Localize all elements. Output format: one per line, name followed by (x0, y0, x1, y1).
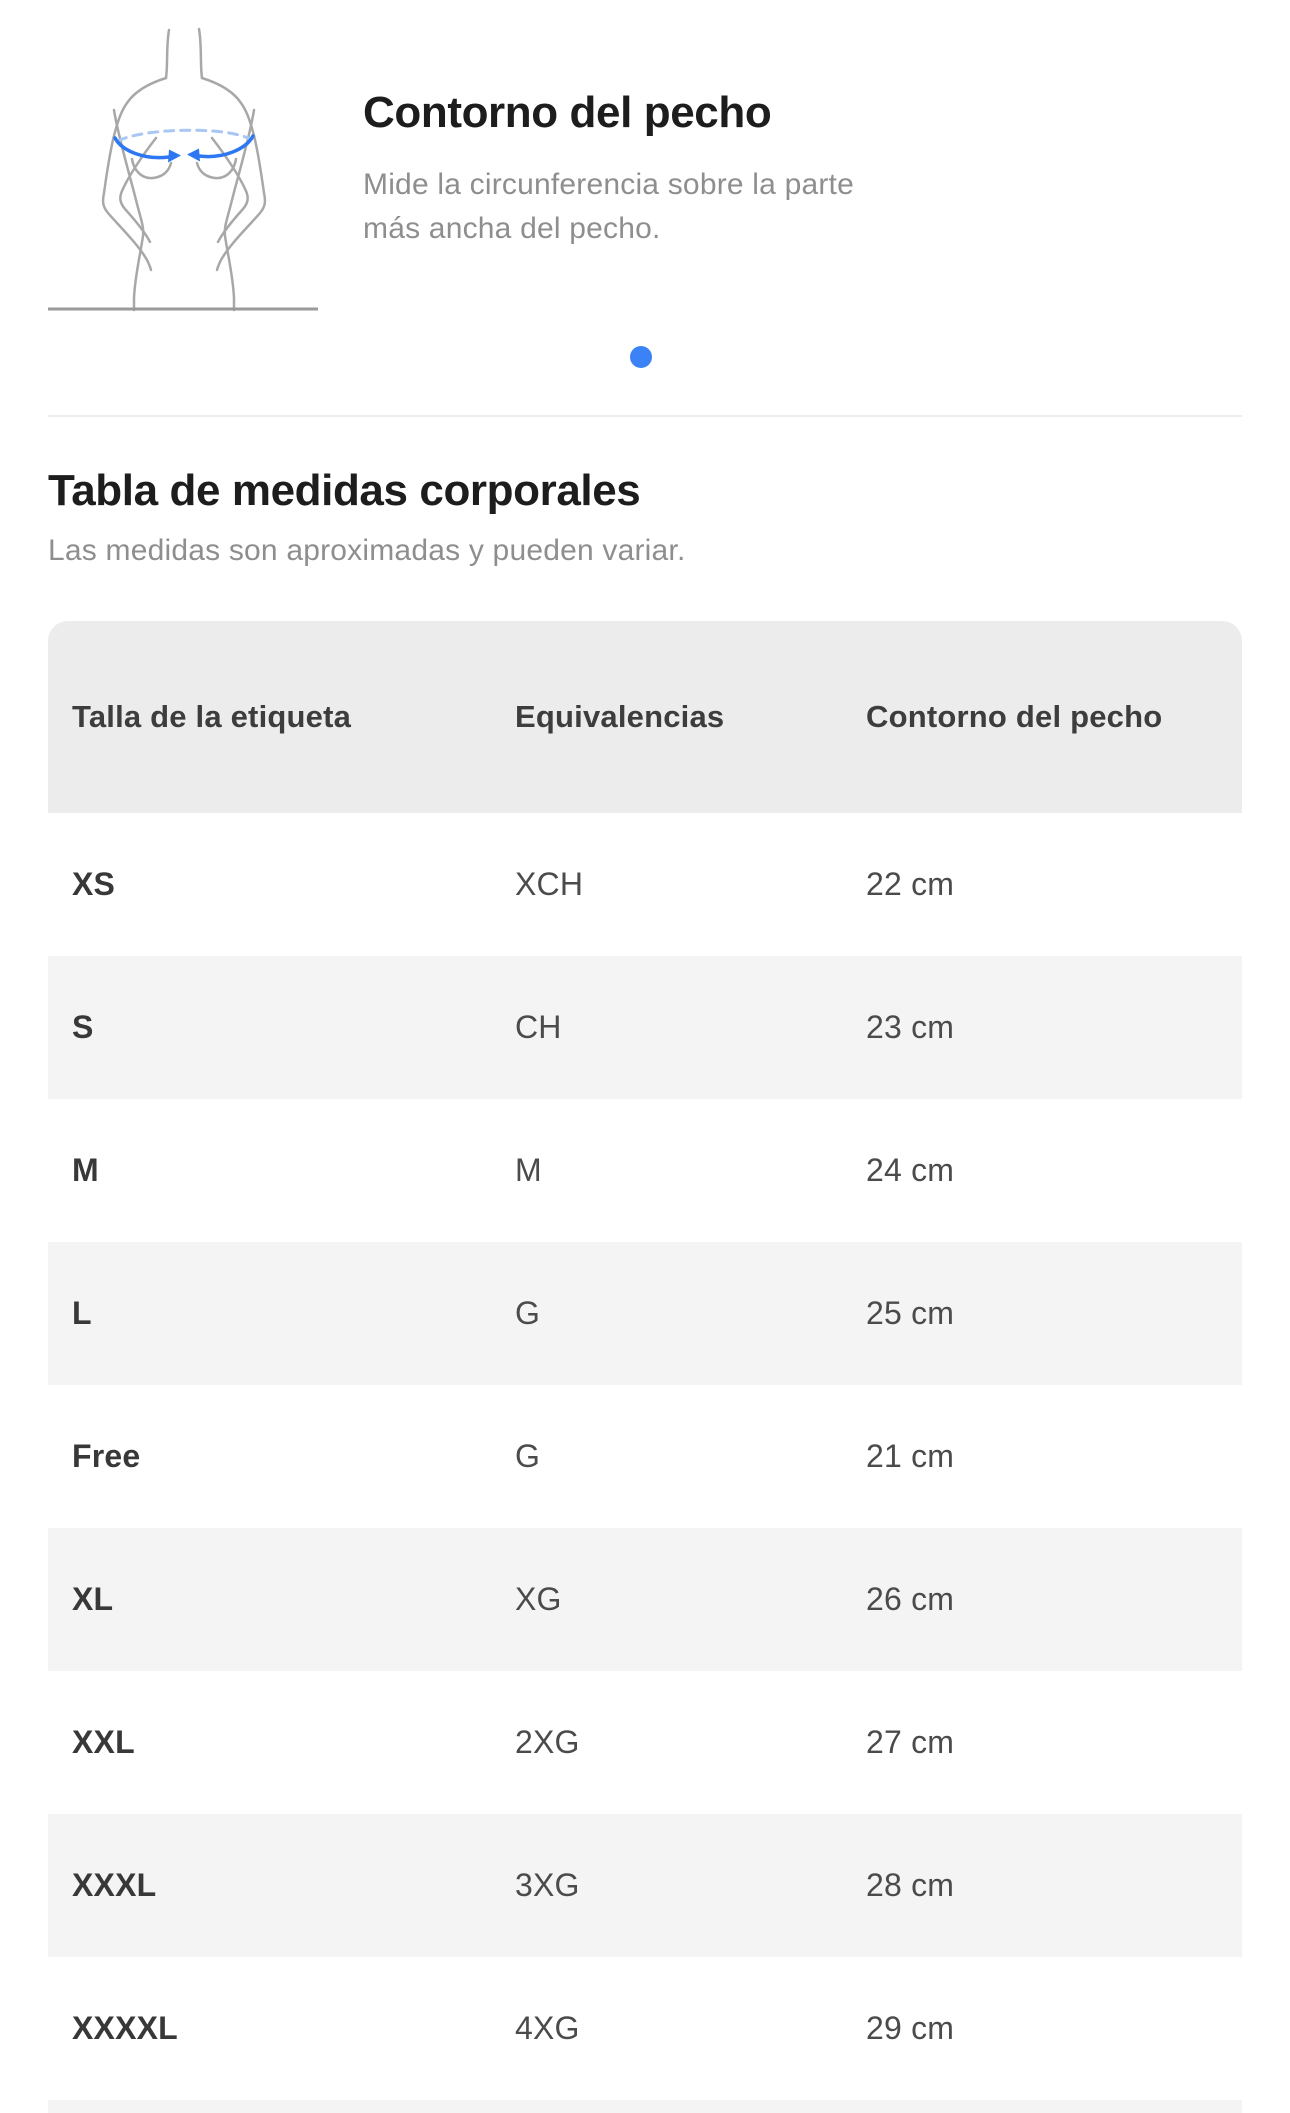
cell-equivalence: CH (515, 1009, 562, 1045)
carousel-active-dot[interactable] (630, 346, 652, 368)
cell-size: XL (72, 1581, 114, 1617)
cell-equivalence: XCH (515, 866, 584, 902)
cell-chest: 29 cm (866, 2010, 955, 2046)
table-row-partial (48, 2100, 1242, 2113)
table-row: L G 25 cm (48, 1242, 1242, 1385)
cell-equivalence: 4XG (515, 2010, 580, 2046)
section-title: Tabla de medidas corporales (48, 466, 641, 515)
cell-chest: 26 cm (866, 1581, 955, 1617)
table-row: XXXXL 4XG 29 cm (48, 1957, 1242, 2100)
cell-equivalence: XG (515, 1581, 562, 1617)
tape-left-arc (113, 136, 171, 160)
size-table: Talla de la etiqueta Equivalencias Conto… (48, 621, 1242, 2113)
measure-card-title: Contorno del pecho (363, 88, 772, 137)
tape-dashed-arc (116, 128, 252, 143)
header-cell-size: Talla de la etiqueta (72, 699, 352, 734)
cell-chest: 27 cm (866, 1724, 955, 1760)
cell-equivalence: G (515, 1438, 541, 1474)
tape-left-arrow-icon (187, 148, 200, 162)
cell-equivalence: 3XG (515, 1867, 580, 1903)
table-header: Talla de la etiqueta Equivalencias Conto… (48, 621, 1242, 813)
cell-chest: 25 cm (866, 1295, 955, 1331)
tape-right-arrow-icon (168, 149, 181, 163)
cell-chest: 23 cm (866, 1009, 955, 1045)
cell-size: M (72, 1152, 99, 1188)
size-table-body: XS XCH 22 cm S CH 23 cm M M 24 cm L G 25… (48, 813, 1242, 2100)
section-divider (48, 415, 1242, 417)
cell-size: XXXXL (72, 2010, 178, 2046)
female-torso-icon (48, 27, 318, 312)
tape-right-arc (197, 134, 255, 159)
cell-size: S (72, 1009, 94, 1045)
header-cell-chest: Contorno del pecho (866, 699, 1163, 734)
cell-size: Free (72, 1438, 141, 1474)
table-row: XXL 2XG 27 cm (48, 1671, 1242, 1814)
section-subtitle: Las medidas son aproximadas y pueden var… (48, 534, 686, 567)
measure-card: Contorno del pecho Mide la circunferenci… (363, 88, 883, 251)
measure-card-description: Mide la circunferencia sobre la parte má… (363, 167, 854, 245)
table-row: M M 24 cm (48, 1099, 1242, 1242)
table-row: XS XCH 22 cm (48, 813, 1242, 956)
torso-measure-illustration (48, 20, 318, 312)
cell-chest: 24 cm (866, 1152, 955, 1188)
cell-size: XXXL (72, 1867, 157, 1903)
cell-chest: 21 cm (866, 1438, 955, 1474)
cell-chest: 28 cm (866, 1867, 955, 1903)
cell-equivalence: M (515, 1152, 542, 1188)
cell-equivalence: G (515, 1295, 541, 1331)
table-row: XL XG 26 cm (48, 1528, 1242, 1671)
table-row: S CH 23 cm (48, 956, 1242, 1099)
cell-equivalence: 2XG (515, 1724, 580, 1760)
header-cell-equivalence: Equivalencias (515, 699, 725, 734)
table-row: XXXL 3XG 28 cm (48, 1814, 1242, 1957)
cell-size: XXL (72, 1724, 135, 1760)
cell-chest: 22 cm (866, 866, 955, 902)
cell-size: L (72, 1295, 92, 1331)
cell-size: XS (72, 866, 116, 902)
table-row: Free G 21 cm (48, 1385, 1242, 1528)
